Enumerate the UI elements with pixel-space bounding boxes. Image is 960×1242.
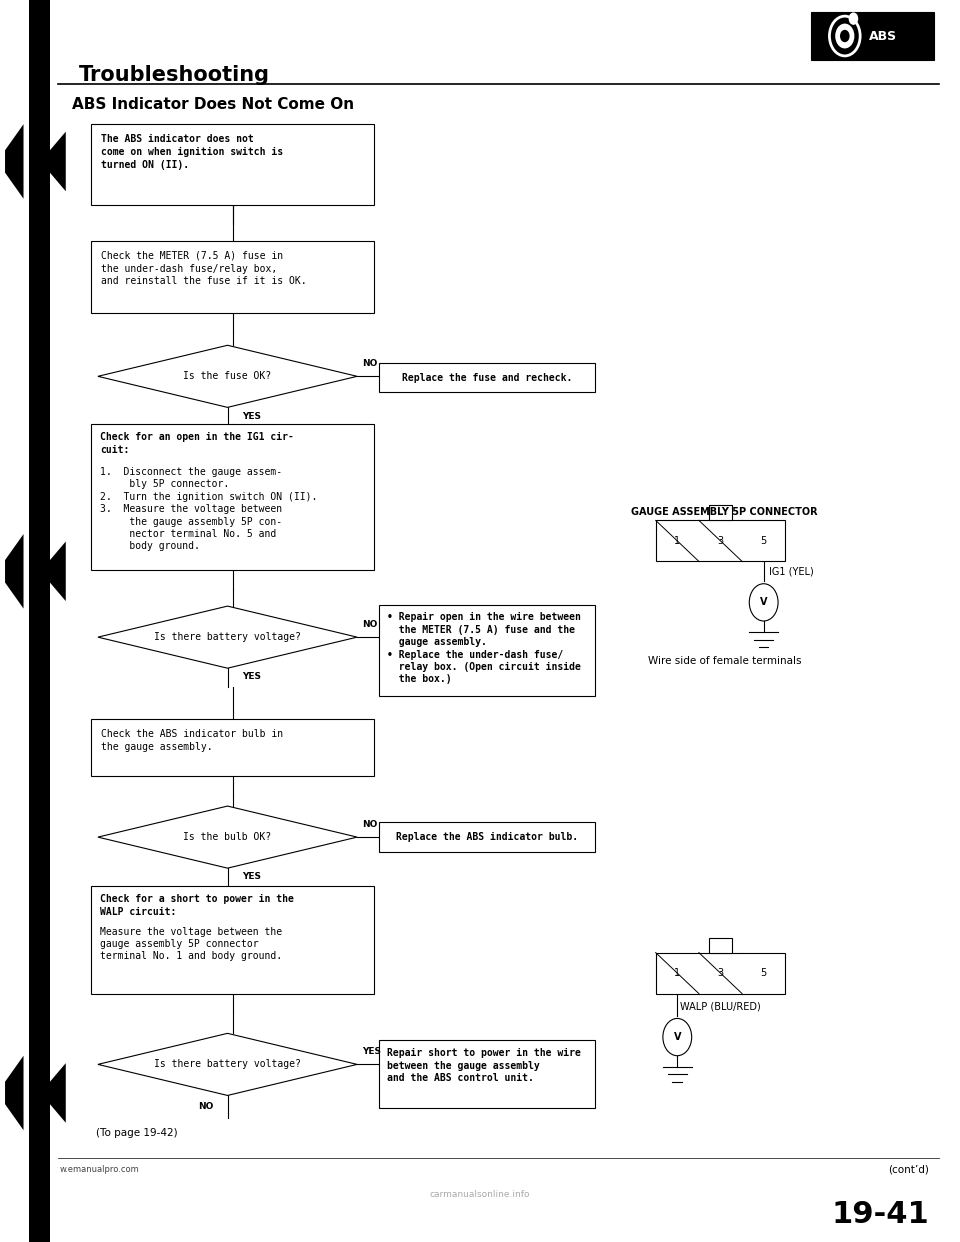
Text: IG1 (YEL): IG1 (YEL) <box>770 566 814 576</box>
FancyBboxPatch shape <box>656 520 785 561</box>
Polygon shape <box>50 542 65 601</box>
Text: 3: 3 <box>717 535 724 546</box>
FancyBboxPatch shape <box>91 886 374 994</box>
FancyBboxPatch shape <box>379 605 595 696</box>
Text: 1: 1 <box>674 968 681 979</box>
FancyBboxPatch shape <box>379 822 595 852</box>
FancyBboxPatch shape <box>811 12 934 60</box>
Text: 19-41: 19-41 <box>831 1200 929 1230</box>
Text: 1: 1 <box>674 535 681 546</box>
Text: w.emanualpro.com: w.emanualpro.com <box>60 1165 139 1175</box>
Text: Replace the ABS indicator bulb.: Replace the ABS indicator bulb. <box>396 832 578 842</box>
Text: WALP (BLU/RED): WALP (BLU/RED) <box>680 1001 761 1011</box>
FancyBboxPatch shape <box>91 424 374 570</box>
Circle shape <box>849 12 858 25</box>
Text: 5: 5 <box>760 535 767 546</box>
Text: 3: 3 <box>717 968 724 979</box>
Text: Is there battery voltage?: Is there battery voltage? <box>155 632 300 642</box>
Text: The ABS indicator does not
come on when ignition switch is
turned ON (II).: The ABS indicator does not come on when … <box>101 134 283 170</box>
Text: • Repair open in the wire between
  the METER (7.5 A) fuse and the
  gauge assem: • Repair open in the wire between the ME… <box>387 612 581 684</box>
Text: NO: NO <box>362 359 377 369</box>
Text: (To page 19-42): (To page 19-42) <box>96 1128 178 1138</box>
Text: Check for a short to power in the
WALP circuit:: Check for a short to power in the WALP c… <box>100 894 294 917</box>
Text: YES: YES <box>242 672 261 682</box>
FancyBboxPatch shape <box>91 241 374 313</box>
Text: Replace the fuse and recheck.: Replace the fuse and recheck. <box>402 373 572 383</box>
Text: Is the bulb OK?: Is the bulb OK? <box>183 832 272 842</box>
Text: NO: NO <box>362 820 377 830</box>
Text: V: V <box>674 1032 681 1042</box>
Polygon shape <box>50 132 65 191</box>
Text: 1.  Disconnect the gauge assem-
     bly 5P connector.
2.  Turn the ignition swi: 1. Disconnect the gauge assem- bly 5P co… <box>100 467 317 551</box>
Text: carmanualsonline.info: carmanualsonline.info <box>430 1190 530 1200</box>
Text: ABS Indicator Does Not Come On: ABS Indicator Does Not Come On <box>72 97 354 112</box>
Text: NO: NO <box>198 1102 213 1112</box>
Text: Repair short to power in the wire
between the gauge assembly
and the ABS control: Repair short to power in the wire betwee… <box>387 1048 581 1083</box>
Text: Check the METER (7.5 A) fuse in
the under-dash fuse/relay box,
and reinstall the: Check the METER (7.5 A) fuse in the unde… <box>101 251 306 287</box>
FancyBboxPatch shape <box>708 505 732 520</box>
Text: YES: YES <box>242 411 261 421</box>
Text: Is there battery voltage?: Is there battery voltage? <box>155 1059 300 1069</box>
Text: V: V <box>760 597 767 607</box>
Text: YES: YES <box>362 1047 381 1057</box>
Polygon shape <box>50 1063 65 1123</box>
Text: (cont’d): (cont’d) <box>888 1165 929 1175</box>
FancyBboxPatch shape <box>379 1040 595 1108</box>
Text: ABS: ABS <box>869 30 898 42</box>
FancyBboxPatch shape <box>379 363 595 392</box>
Text: Check the ABS indicator bulb in
the gauge assembly.: Check the ABS indicator bulb in the gaug… <box>101 729 283 751</box>
Polygon shape <box>98 1033 357 1095</box>
Text: Measure the voltage between the
gauge assembly 5P connector
terminal No. 1 and b: Measure the voltage between the gauge as… <box>100 927 282 961</box>
Text: Troubleshooting: Troubleshooting <box>79 65 270 84</box>
Text: 5: 5 <box>760 968 767 979</box>
FancyBboxPatch shape <box>91 124 374 205</box>
Polygon shape <box>98 345 357 407</box>
FancyBboxPatch shape <box>29 0 50 1242</box>
Polygon shape <box>98 606 357 668</box>
Polygon shape <box>98 806 357 868</box>
Text: GAUGE ASSEMBLY 5P CONNECTOR: GAUGE ASSEMBLY 5P CONNECTOR <box>632 507 818 517</box>
FancyBboxPatch shape <box>656 953 785 994</box>
Text: NO: NO <box>362 620 377 630</box>
Text: Check for an open in the IG1 cir-
cuit:: Check for an open in the IG1 cir- cuit: <box>100 432 294 455</box>
FancyBboxPatch shape <box>708 938 732 953</box>
Polygon shape <box>5 1056 23 1130</box>
Circle shape <box>835 24 854 48</box>
Polygon shape <box>5 534 23 609</box>
Text: YES: YES <box>242 872 261 882</box>
Circle shape <box>840 30 850 42</box>
Text: Is the fuse OK?: Is the fuse OK? <box>183 371 272 381</box>
FancyBboxPatch shape <box>91 719 374 776</box>
Text: Wire side of female terminals: Wire side of female terminals <box>648 656 802 666</box>
Polygon shape <box>5 124 23 199</box>
